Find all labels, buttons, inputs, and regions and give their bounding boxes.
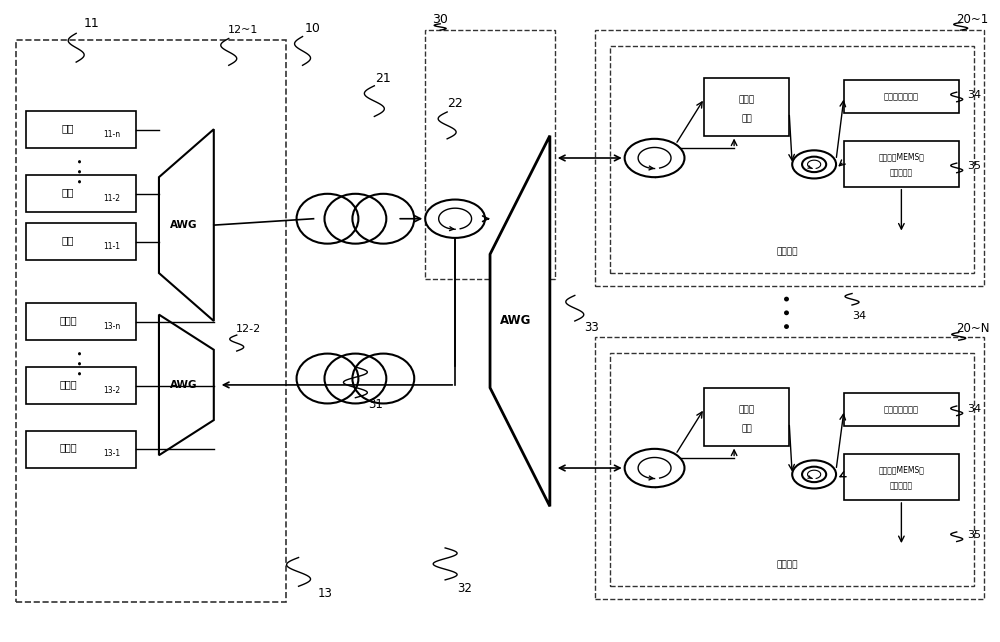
Text: 20~1: 20~1 xyxy=(957,13,989,26)
Text: 下行数据接收机: 下行数据接收机 xyxy=(884,92,919,101)
Text: 上行数据: 上行数据 xyxy=(776,560,798,569)
Text: 32: 32 xyxy=(458,582,473,594)
Text: 11-2: 11-2 xyxy=(103,194,120,203)
Text: 涉仪: 涉仪 xyxy=(741,114,752,123)
Text: 35: 35 xyxy=(967,530,981,540)
Bar xyxy=(844,80,959,113)
Text: 接收机: 接收机 xyxy=(59,379,77,388)
Circle shape xyxy=(425,200,485,238)
Text: 30: 30 xyxy=(432,13,448,26)
Bar xyxy=(844,454,959,500)
Text: 12~1: 12~1 xyxy=(228,25,258,35)
Bar xyxy=(704,78,789,135)
Text: 注入锁定MEMS可: 注入锁定MEMS可 xyxy=(878,152,924,161)
Text: 21: 21 xyxy=(375,72,391,85)
Text: 13-1: 13-1 xyxy=(103,449,120,458)
Bar xyxy=(425,30,555,279)
Ellipse shape xyxy=(297,194,358,244)
Circle shape xyxy=(802,467,826,482)
Polygon shape xyxy=(490,135,550,507)
Bar xyxy=(844,141,959,187)
Text: 光源: 光源 xyxy=(62,235,74,245)
Text: • • •: • • • xyxy=(76,349,86,376)
Text: 12-2: 12-2 xyxy=(236,324,261,334)
Bar xyxy=(26,111,136,148)
Text: 上行数据: 上行数据 xyxy=(776,247,798,256)
Text: 35: 35 xyxy=(967,161,981,171)
Text: 22: 22 xyxy=(447,97,463,110)
Text: 接收机: 接收机 xyxy=(59,442,77,453)
Text: 11-1: 11-1 xyxy=(103,241,120,250)
Polygon shape xyxy=(159,129,214,321)
Circle shape xyxy=(792,150,836,178)
Text: 13-2: 13-2 xyxy=(103,385,120,395)
Text: 光源: 光源 xyxy=(62,123,74,133)
Text: 11: 11 xyxy=(83,17,99,30)
Text: 11-n: 11-n xyxy=(103,130,120,139)
Text: 31: 31 xyxy=(368,397,383,411)
Bar xyxy=(610,46,974,273)
Circle shape xyxy=(625,449,684,487)
Text: 34: 34 xyxy=(967,404,981,414)
Bar xyxy=(26,175,136,213)
Text: 34: 34 xyxy=(852,311,866,321)
Text: • • •: • • • xyxy=(76,157,86,184)
Bar xyxy=(26,431,136,468)
Ellipse shape xyxy=(297,354,358,403)
Bar xyxy=(26,303,136,340)
Text: 光源: 光源 xyxy=(62,187,74,197)
Circle shape xyxy=(792,460,836,489)
Text: 接收机: 接收机 xyxy=(59,315,77,325)
Bar xyxy=(26,367,136,404)
Text: 13-n: 13-n xyxy=(103,322,121,331)
Bar xyxy=(704,388,789,446)
Bar xyxy=(844,394,959,426)
Text: AWG: AWG xyxy=(170,220,197,230)
Text: 多模干: 多模干 xyxy=(739,96,755,105)
Text: 33: 33 xyxy=(584,321,599,334)
Polygon shape xyxy=(159,315,214,455)
Text: 13: 13 xyxy=(318,587,333,600)
Text: 调谐激光器: 调谐激光器 xyxy=(890,482,913,490)
Text: AWG: AWG xyxy=(499,315,531,327)
Text: 涉仪: 涉仪 xyxy=(741,424,752,433)
Bar xyxy=(595,337,984,599)
Text: • • •: • • • xyxy=(782,293,796,329)
Text: 34: 34 xyxy=(967,91,981,100)
Text: 10: 10 xyxy=(305,22,320,35)
Circle shape xyxy=(625,139,684,177)
Bar xyxy=(595,30,984,286)
Text: 注入锁定MEMS可: 注入锁定MEMS可 xyxy=(878,465,924,474)
Bar xyxy=(610,353,974,586)
Text: 多模干: 多模干 xyxy=(739,406,755,415)
Text: 下行数据接收机: 下行数据接收机 xyxy=(884,405,919,414)
Bar xyxy=(26,223,136,260)
Text: 20~N: 20~N xyxy=(956,322,989,335)
Text: AWG: AWG xyxy=(170,380,197,390)
Bar xyxy=(16,40,286,602)
Text: 调谐激光器: 调谐激光器 xyxy=(890,168,913,177)
Circle shape xyxy=(802,157,826,172)
